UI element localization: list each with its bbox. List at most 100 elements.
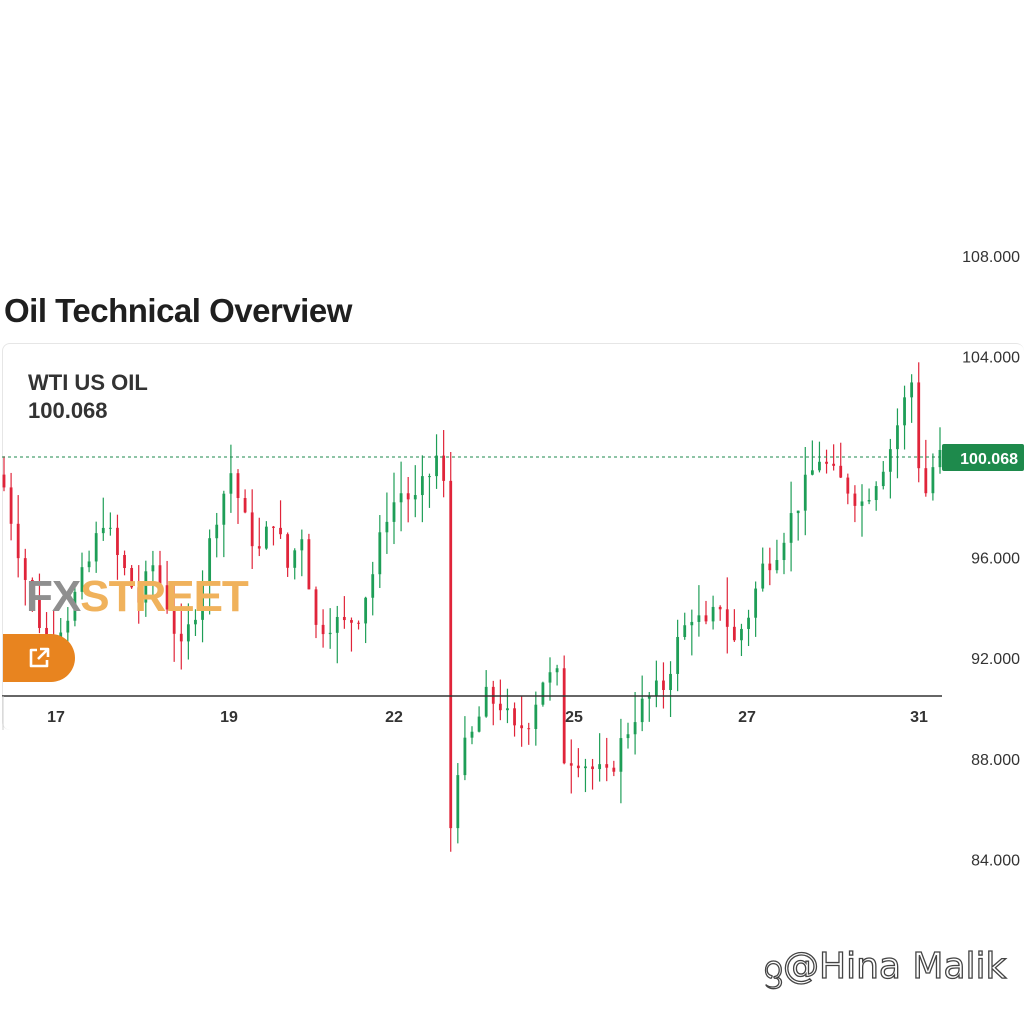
- candle-body: [293, 550, 297, 568]
- candle-body: [754, 588, 758, 618]
- candle-body: [73, 591, 77, 621]
- candle-body: [229, 473, 233, 494]
- candle-body: [662, 680, 665, 690]
- fxstreet-logo: FXSTREET: [26, 575, 249, 619]
- candle-body: [910, 382, 914, 398]
- candle-body: [94, 533, 98, 562]
- candle-body: [825, 461, 828, 464]
- candle-body: [718, 606, 722, 610]
- candle-body: [243, 498, 247, 513]
- y-tick-label: 92.000: [971, 651, 1020, 668]
- candle-body: [250, 512, 254, 547]
- candle-body: [2, 474, 6, 488]
- candle-body: [789, 513, 793, 543]
- candle-body: [208, 538, 212, 584]
- candle-body: [818, 461, 821, 471]
- candle-body: [725, 609, 729, 627]
- candle-body: [633, 722, 637, 735]
- candle-body: [924, 468, 928, 494]
- candle-body: [428, 476, 431, 478]
- candle-body: [569, 763, 573, 766]
- candle-body: [264, 526, 268, 549]
- candle-body: [151, 565, 155, 572]
- candle-body: [782, 542, 786, 561]
- candle-body: [108, 527, 112, 529]
- candle-body: [520, 725, 524, 729]
- candle-body: [640, 698, 644, 723]
- chart-card: [2, 343, 1024, 730]
- candle-body: [442, 455, 446, 481]
- candle-body: [165, 585, 169, 610]
- candle-body: [768, 563, 772, 571]
- candle-body: [9, 487, 13, 524]
- candle-body: [286, 534, 290, 568]
- x-axis: 17 19 22 25 27 31: [47, 709, 928, 726]
- candle-body: [314, 589, 318, 625]
- external-link-icon: [29, 647, 50, 668]
- candle-body: [87, 561, 91, 568]
- candle-body: [506, 708, 509, 711]
- candle-body: [832, 463, 836, 466]
- x-tick-label: 25: [565, 709, 583, 726]
- candle-body: [853, 493, 857, 506]
- candle-body: [272, 526, 275, 528]
- candle-body: [513, 708, 516, 726]
- candle-body: [598, 764, 602, 770]
- candle-body: [30, 579, 34, 596]
- candle-body: [896, 425, 899, 450]
- candle-body: [690, 621, 694, 626]
- candle-body: [860, 501, 864, 506]
- candle-body: [413, 495, 417, 500]
- candle-body: [704, 615, 708, 622]
- candle-body: [357, 622, 360, 624]
- candle-body: [697, 615, 701, 622]
- candle-body: [186, 624, 190, 642]
- y-axis: 108.000 104.000 96.000 92.000 88.000 84.000: [962, 249, 1020, 870]
- candle-body: [399, 493, 403, 503]
- candle-body: [562, 668, 566, 764]
- candle-body: [279, 527, 282, 535]
- y-tick-label: 96.000: [971, 551, 1020, 568]
- candle-body: [548, 672, 552, 683]
- candle-body: [385, 521, 389, 533]
- candle-body: [215, 524, 219, 539]
- candle-body: [342, 616, 346, 621]
- x-tick-label: 31: [910, 709, 928, 726]
- y-tick-label: 104.000: [962, 349, 1020, 366]
- candle-body: [364, 597, 368, 624]
- candle-body: [420, 476, 424, 496]
- candle-body: [406, 493, 410, 500]
- candle-body: [116, 527, 119, 556]
- candle-body: [236, 473, 240, 499]
- candle-body: [194, 619, 197, 625]
- candle-body: [591, 766, 594, 770]
- candle-body: [137, 587, 141, 603]
- candle-body: [846, 477, 850, 494]
- candle-body: [888, 449, 892, 472]
- candle-body: [612, 767, 616, 772]
- candle-body: [867, 500, 871, 502]
- candle-body: [796, 510, 800, 514]
- spiral-icon: ᦋ: [763, 945, 784, 987]
- candle-body: [803, 474, 807, 511]
- candle-body: [527, 728, 531, 730]
- candle-body: [38, 595, 41, 628]
- candle-body: [449, 480, 453, 829]
- popout-button[interactable]: [3, 634, 75, 682]
- candle-body: [435, 455, 438, 477]
- candle-body: [123, 555, 126, 569]
- candle-body: [903, 397, 906, 426]
- candle-body: [810, 470, 814, 475]
- candle-body: [541, 682, 545, 705]
- candle-body: [144, 571, 148, 603]
- candle-body: [669, 673, 672, 690]
- candle-body: [101, 527, 105, 534]
- candle-body: [456, 775, 460, 829]
- candle-body: [654, 680, 658, 697]
- candle-body: [378, 532, 382, 575]
- candle-body: [711, 606, 715, 622]
- candle-body: [307, 539, 311, 590]
- candle-body: [647, 696, 651, 699]
- y-tick-label: 84.000: [971, 852, 1020, 869]
